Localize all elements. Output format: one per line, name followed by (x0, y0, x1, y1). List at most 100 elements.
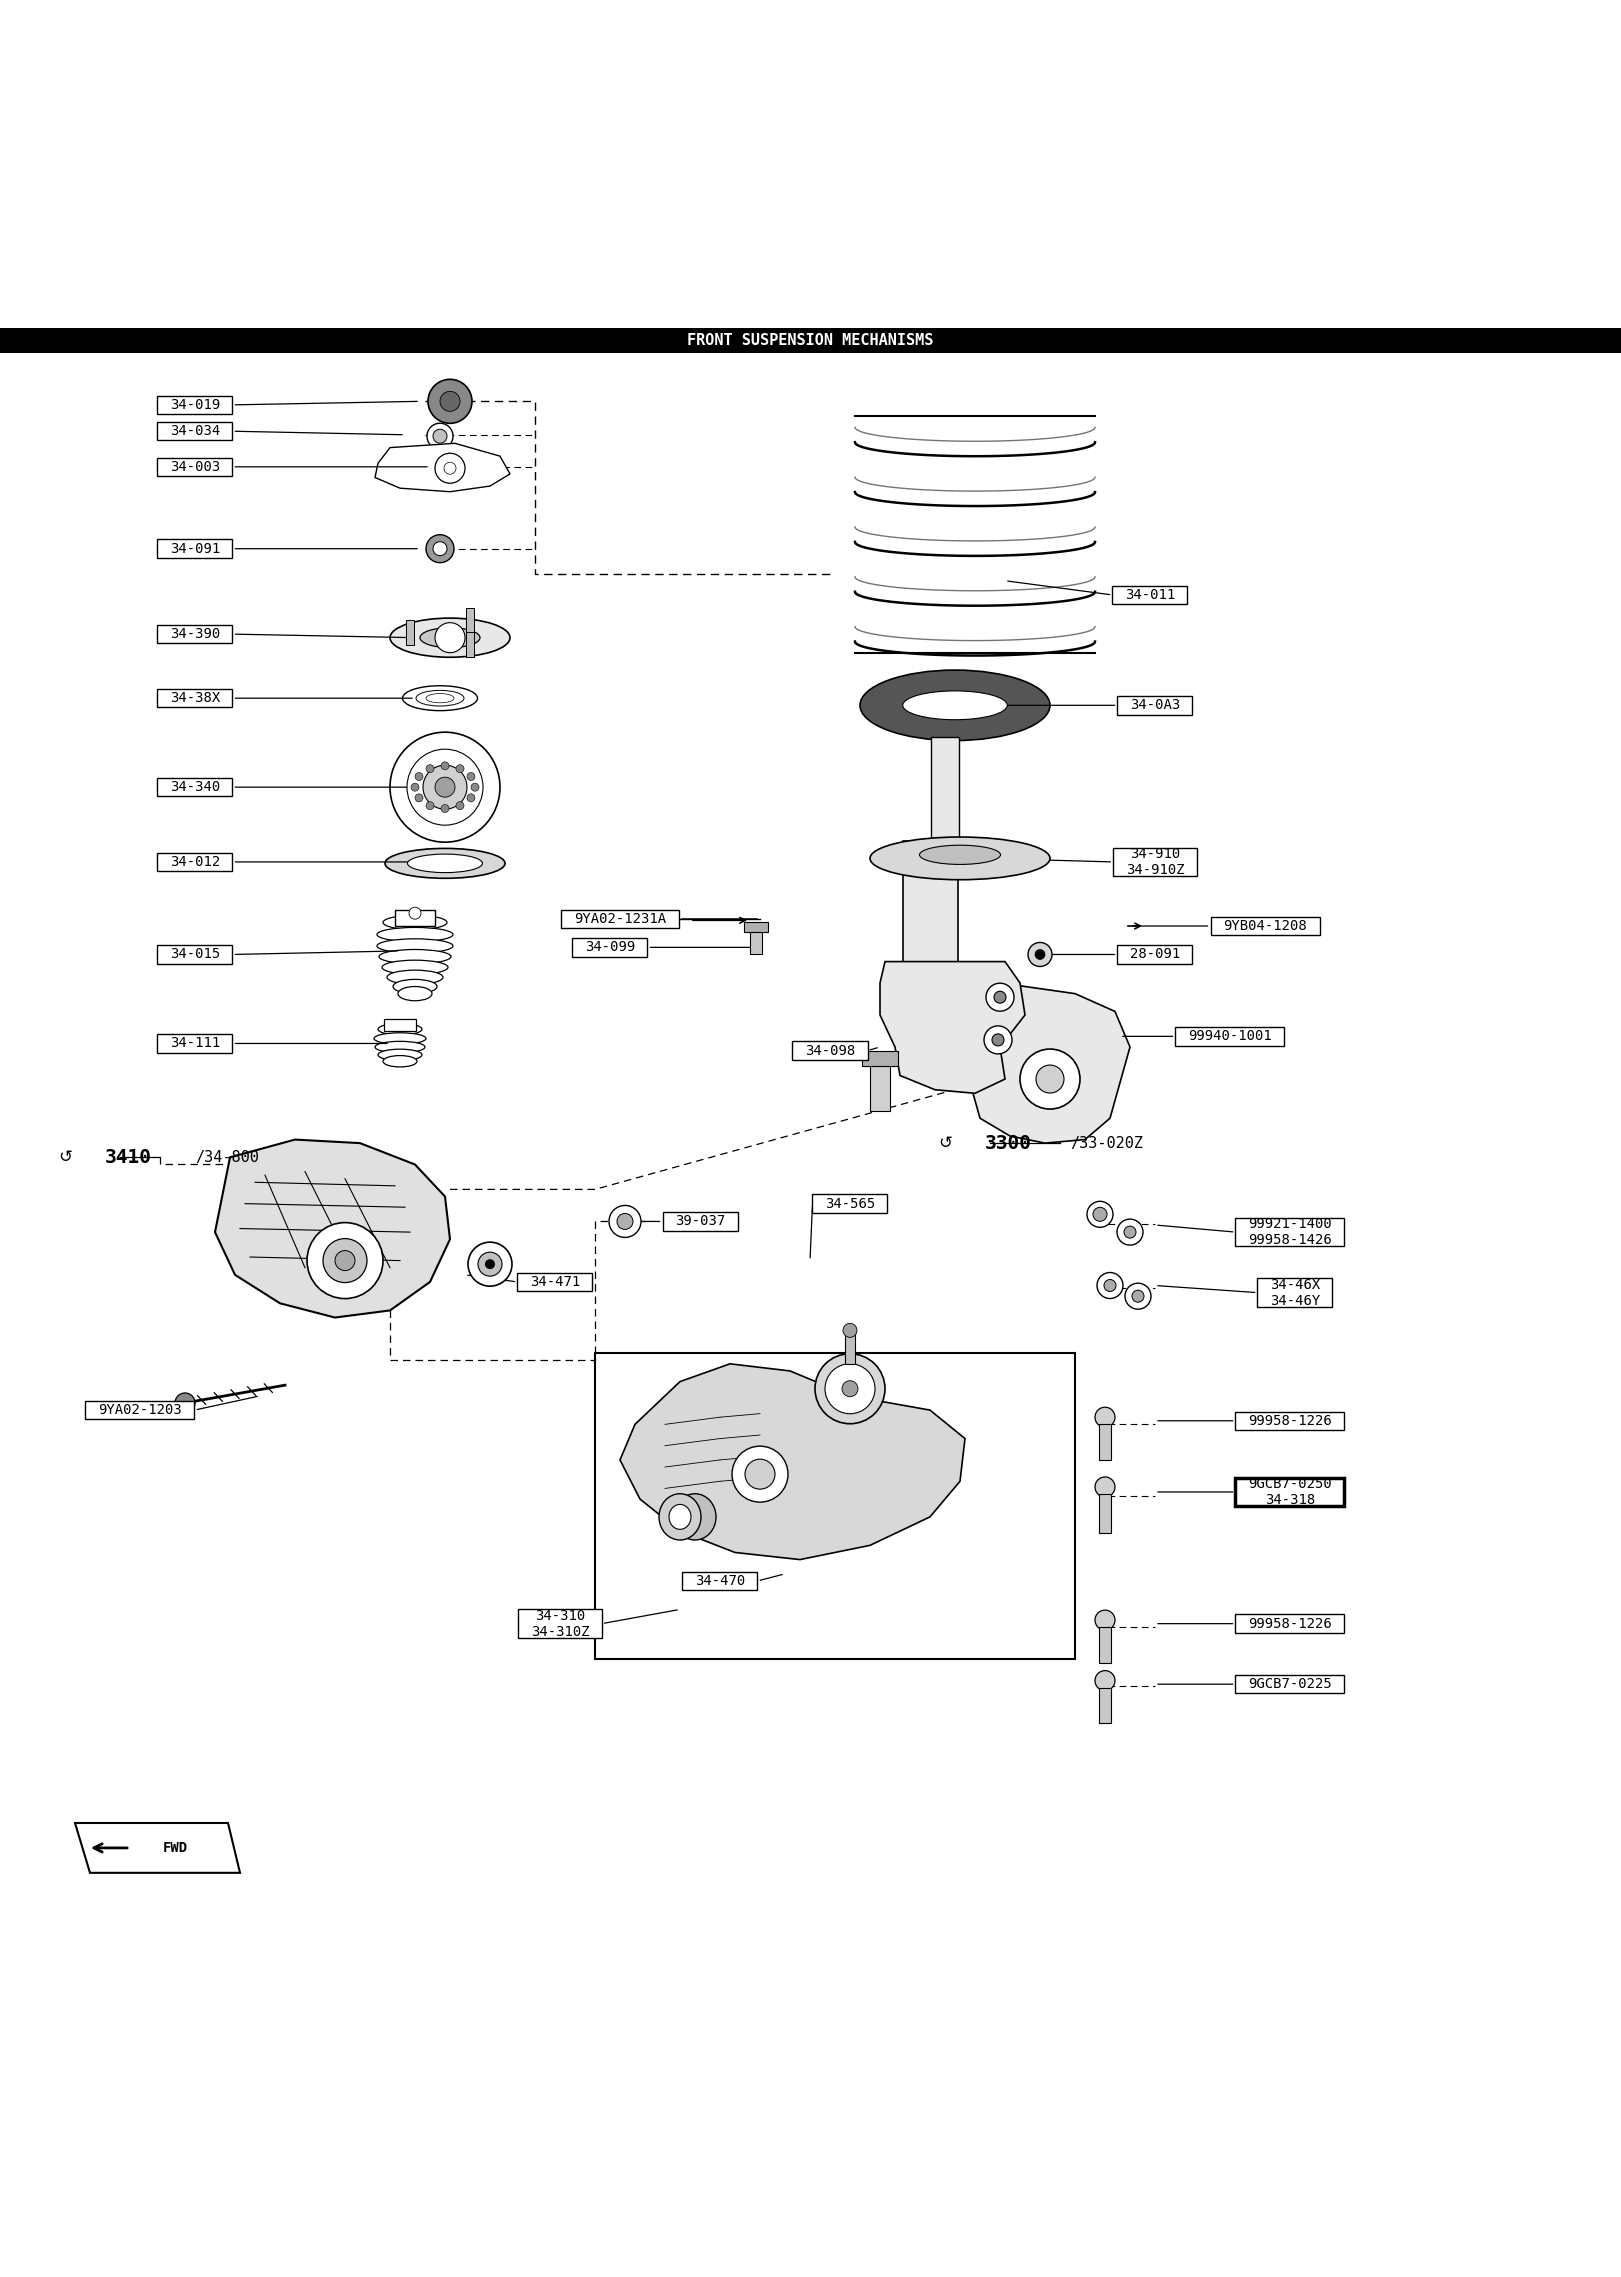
Circle shape (441, 804, 449, 813)
Ellipse shape (383, 1057, 417, 1068)
Text: FWD: FWD (162, 1840, 188, 1856)
Bar (572, 938, 647, 956)
Circle shape (1117, 1218, 1143, 1246)
Text: 34-910
34-910Z: 34-910 34-910Z (1125, 847, 1185, 877)
Text: 99958-1226: 99958-1226 (1248, 1414, 1332, 1428)
Text: 34-091: 34-091 (170, 542, 220, 556)
Polygon shape (880, 961, 1024, 1093)
Bar (870, 1054, 890, 1111)
Circle shape (426, 802, 434, 811)
Text: 34-015: 34-015 (170, 947, 220, 961)
Bar (1175, 1027, 1284, 1045)
Circle shape (843, 1323, 858, 1337)
Ellipse shape (407, 854, 483, 872)
Circle shape (428, 380, 472, 424)
Bar (465, 608, 473, 633)
Bar (751, 927, 762, 954)
Polygon shape (969, 984, 1130, 1143)
Ellipse shape (374, 1034, 426, 1045)
Text: 34-565: 34-565 (825, 1198, 875, 1211)
Ellipse shape (669, 1505, 691, 1530)
Circle shape (746, 1460, 775, 1489)
Ellipse shape (386, 849, 506, 879)
Bar (1211, 918, 1319, 936)
Ellipse shape (861, 669, 1050, 740)
Ellipse shape (420, 628, 480, 647)
Ellipse shape (374, 1041, 425, 1052)
Polygon shape (216, 1138, 451, 1318)
Bar (845, 1332, 854, 1364)
Circle shape (175, 1394, 195, 1414)
Polygon shape (75, 1824, 240, 1872)
Circle shape (412, 783, 418, 790)
Text: 34-470: 34-470 (695, 1573, 746, 1587)
Text: 99921-1400
99958-1426: 99921-1400 99958-1426 (1248, 1216, 1332, 1248)
Bar (517, 1273, 593, 1291)
Circle shape (1096, 1407, 1115, 1428)
Circle shape (1104, 1280, 1115, 1291)
Text: 34-46X
34-46Y: 34-46X 34-46Y (1269, 1277, 1319, 1307)
Bar (519, 1610, 601, 1637)
Bar (682, 1571, 757, 1589)
Text: 9GCB7-0225: 9GCB7-0225 (1248, 1678, 1332, 1692)
Circle shape (478, 1252, 503, 1275)
Text: 3300: 3300 (986, 1134, 1033, 1152)
Circle shape (456, 765, 464, 772)
Circle shape (609, 1205, 640, 1236)
Text: 39-037: 39-037 (674, 1214, 725, 1227)
Text: 34-003: 34-003 (170, 460, 220, 474)
Ellipse shape (870, 838, 1050, 879)
Circle shape (825, 1364, 875, 1414)
Ellipse shape (378, 1050, 421, 1061)
Circle shape (1020, 1050, 1080, 1109)
Text: 34-099: 34-099 (585, 940, 635, 954)
Bar (157, 779, 232, 797)
Bar (157, 458, 232, 476)
Ellipse shape (674, 1494, 716, 1539)
Circle shape (1036, 1066, 1063, 1093)
Text: 9YA02-1203: 9YA02-1203 (99, 1403, 182, 1416)
Bar (157, 1034, 232, 1052)
Ellipse shape (391, 617, 511, 658)
Text: 34-111: 34-111 (170, 1036, 220, 1050)
Ellipse shape (903, 690, 1007, 720)
Circle shape (434, 622, 465, 653)
Text: 34-390: 34-390 (170, 626, 220, 642)
Bar (1099, 1628, 1110, 1662)
Circle shape (841, 1380, 858, 1396)
Bar (1099, 1494, 1110, 1532)
Circle shape (485, 1259, 494, 1268)
Bar (157, 852, 232, 872)
Text: ↺: ↺ (58, 1148, 71, 1166)
Bar (396, 911, 434, 927)
Ellipse shape (417, 690, 464, 706)
Text: ↺: ↺ (939, 1134, 952, 1152)
Ellipse shape (399, 986, 433, 1002)
Circle shape (434, 453, 465, 483)
Circle shape (407, 749, 483, 824)
Bar (1117, 945, 1193, 963)
Circle shape (986, 984, 1015, 1011)
Circle shape (472, 783, 478, 790)
Bar (903, 840, 958, 961)
Bar (157, 540, 232, 558)
Circle shape (1028, 943, 1052, 965)
Circle shape (415, 795, 423, 802)
Text: 34-340: 34-340 (170, 781, 220, 795)
Circle shape (1088, 1202, 1114, 1227)
Circle shape (336, 1250, 355, 1271)
Ellipse shape (378, 1025, 421, 1036)
Circle shape (434, 776, 456, 797)
Circle shape (306, 1223, 383, 1298)
Bar (1235, 1676, 1344, 1694)
Text: 99958-1226: 99958-1226 (1248, 1617, 1332, 1630)
Text: 9YA02-1231A: 9YA02-1231A (574, 911, 666, 927)
Bar (384, 1018, 417, 1031)
Circle shape (426, 424, 452, 449)
Bar (86, 1400, 195, 1419)
Text: 34-019: 34-019 (170, 398, 220, 412)
Text: 34-471: 34-471 (530, 1275, 580, 1289)
Ellipse shape (426, 694, 454, 704)
Text: 9YB04-1208: 9YB04-1208 (1224, 920, 1307, 934)
Bar (1117, 697, 1193, 715)
